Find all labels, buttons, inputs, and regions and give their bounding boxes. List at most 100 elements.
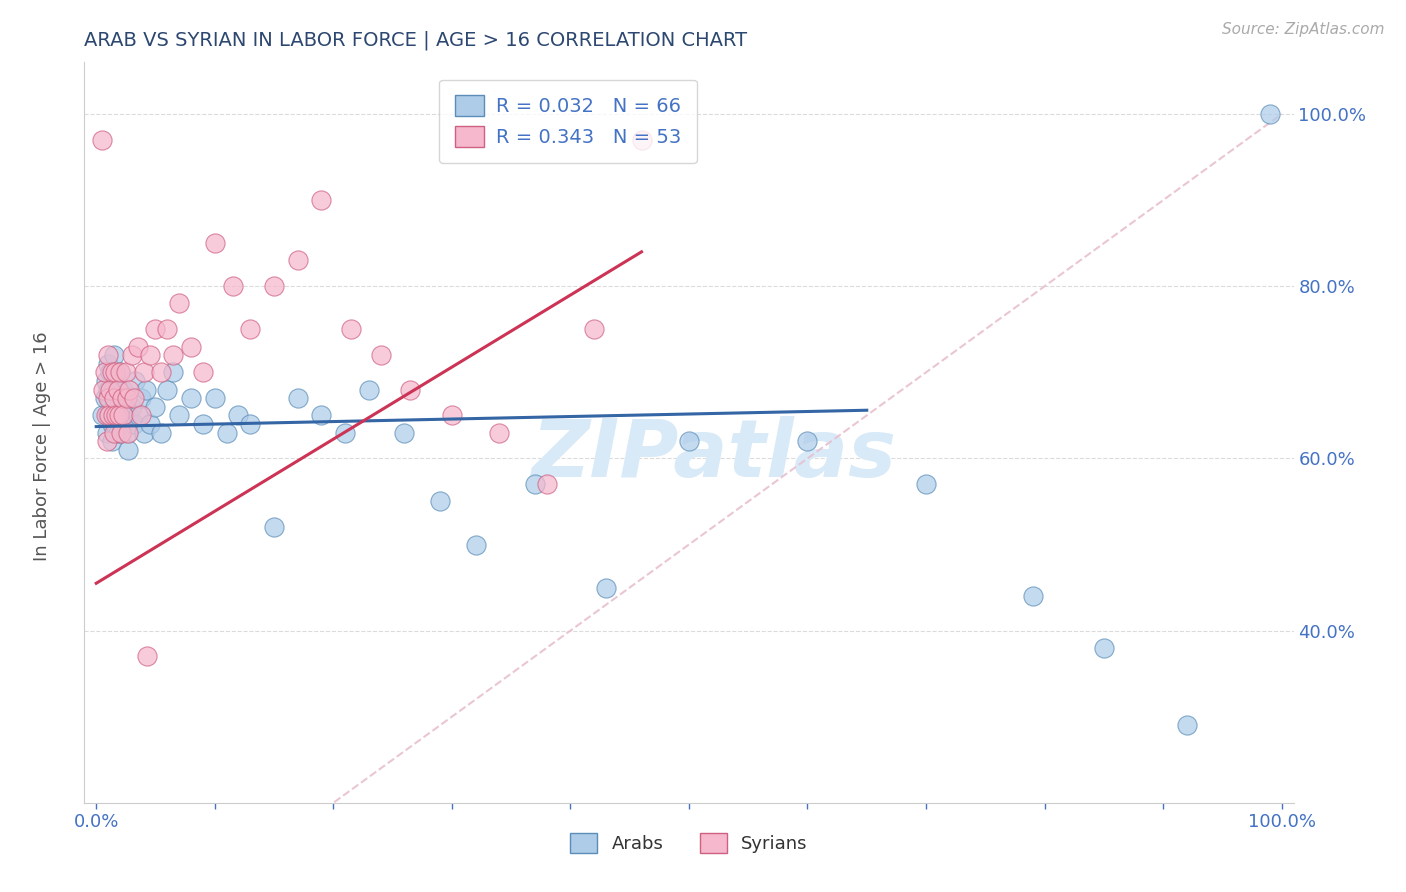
Text: ARAB VS SYRIAN IN LABOR FORCE | AGE > 16 CORRELATION CHART: ARAB VS SYRIAN IN LABOR FORCE | AGE > 16… bbox=[84, 30, 748, 50]
Point bbox=[112, 383, 135, 397]
Point bbox=[333, 425, 356, 440]
Point bbox=[167, 296, 190, 310]
Point bbox=[91, 133, 114, 147]
Point bbox=[135, 383, 157, 397]
Point bbox=[118, 383, 141, 397]
Point bbox=[100, 365, 122, 379]
Point bbox=[150, 425, 173, 440]
Point bbox=[1092, 640, 1115, 655]
Point bbox=[107, 409, 129, 423]
Point bbox=[108, 409, 131, 423]
Point bbox=[127, 409, 149, 423]
Point bbox=[98, 391, 121, 405]
Point bbox=[340, 322, 363, 336]
Point bbox=[239, 322, 262, 336]
Point bbox=[93, 365, 115, 379]
Point bbox=[167, 409, 190, 423]
Point bbox=[115, 391, 138, 405]
Point bbox=[124, 374, 146, 388]
Point bbox=[115, 409, 138, 423]
Point bbox=[429, 494, 451, 508]
Point bbox=[96, 425, 118, 440]
Point bbox=[107, 409, 129, 423]
Point bbox=[97, 357, 120, 371]
Point bbox=[357, 383, 380, 397]
Point bbox=[127, 339, 149, 353]
Point bbox=[287, 391, 309, 405]
Point bbox=[145, 400, 167, 414]
Point bbox=[915, 477, 938, 491]
Point bbox=[108, 365, 131, 379]
Point bbox=[394, 425, 416, 440]
Point bbox=[105, 409, 128, 423]
Point bbox=[110, 425, 132, 440]
Point bbox=[138, 348, 160, 362]
Point bbox=[122, 417, 145, 431]
Point bbox=[100, 434, 122, 449]
Point bbox=[129, 391, 152, 405]
Point bbox=[536, 477, 558, 491]
Point bbox=[111, 391, 134, 405]
Text: In Labor Force | Age > 16: In Labor Force | Age > 16 bbox=[34, 331, 51, 561]
Point bbox=[111, 400, 134, 414]
Point bbox=[91, 383, 114, 397]
Point bbox=[132, 365, 155, 379]
Point bbox=[94, 374, 117, 388]
Point bbox=[464, 537, 486, 551]
Point bbox=[103, 400, 125, 414]
Point bbox=[108, 365, 131, 379]
Point bbox=[440, 409, 463, 423]
Point bbox=[150, 365, 173, 379]
Text: Source: ZipAtlas.com: Source: ZipAtlas.com bbox=[1222, 22, 1385, 37]
Point bbox=[311, 193, 333, 207]
Point bbox=[97, 383, 120, 397]
Point bbox=[122, 391, 145, 405]
Point bbox=[263, 279, 285, 293]
Point bbox=[100, 365, 122, 379]
Point bbox=[215, 425, 238, 440]
Point bbox=[796, 434, 818, 449]
Point bbox=[311, 409, 333, 423]
Point bbox=[488, 425, 510, 440]
Point bbox=[595, 581, 617, 595]
Point bbox=[221, 279, 243, 293]
Point bbox=[191, 365, 214, 379]
Point bbox=[1175, 718, 1198, 732]
Point bbox=[630, 133, 652, 147]
Point bbox=[180, 391, 202, 405]
Point bbox=[370, 348, 392, 362]
Point bbox=[136, 649, 159, 664]
Point bbox=[112, 409, 135, 423]
Point bbox=[101, 409, 124, 423]
Point bbox=[129, 409, 152, 423]
Point bbox=[107, 383, 129, 397]
Point bbox=[132, 425, 155, 440]
Point bbox=[523, 477, 546, 491]
Point bbox=[162, 348, 184, 362]
Point bbox=[103, 348, 125, 362]
Point bbox=[1022, 589, 1045, 603]
Point bbox=[111, 417, 134, 431]
Point bbox=[97, 409, 120, 423]
Point bbox=[204, 391, 226, 405]
Point bbox=[117, 425, 139, 440]
Point bbox=[121, 348, 143, 362]
Point bbox=[107, 391, 129, 405]
Point bbox=[162, 365, 184, 379]
Point bbox=[97, 348, 120, 362]
Point bbox=[399, 383, 422, 397]
Text: ZIPatlas: ZIPatlas bbox=[530, 416, 896, 494]
Point bbox=[101, 383, 124, 397]
Point bbox=[115, 425, 138, 440]
Point bbox=[105, 374, 128, 388]
Point bbox=[583, 322, 606, 336]
Point bbox=[98, 409, 121, 423]
Point bbox=[204, 236, 226, 251]
Point bbox=[263, 520, 285, 534]
Point bbox=[94, 409, 117, 423]
Point bbox=[104, 365, 127, 379]
Point bbox=[121, 400, 143, 414]
Point bbox=[117, 442, 139, 457]
Point bbox=[103, 425, 125, 440]
Point bbox=[145, 322, 167, 336]
